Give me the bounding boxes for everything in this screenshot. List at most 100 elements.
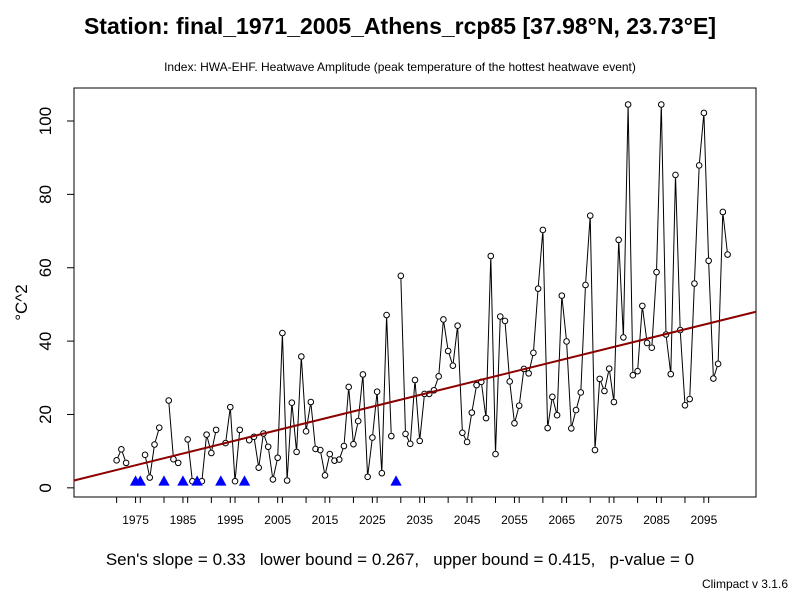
data-point-gap <box>714 360 722 368</box>
data-point <box>359 371 367 378</box>
data-point-gap <box>397 272 405 280</box>
trend-statistics: Sen's slope = 0.33 lower bound = 0.267, … <box>105 550 695 569</box>
data-point-gap <box>184 436 191 443</box>
data-point-gap <box>496 313 504 320</box>
x-tick-label: 2005 <box>264 513 291 527</box>
data-point <box>700 109 708 117</box>
data-point <box>691 280 698 287</box>
series-line <box>201 429 217 482</box>
data-point <box>511 419 518 427</box>
data-point <box>212 426 220 434</box>
data-point-gap <box>146 474 154 481</box>
data-point-gap <box>212 426 220 434</box>
data-point-gap <box>620 334 627 341</box>
data-point-gap <box>601 387 608 395</box>
data-point <box>534 285 542 292</box>
data-point-gap <box>151 441 158 448</box>
data-point-gap <box>468 409 476 416</box>
data-point-gap <box>681 401 689 409</box>
data-point <box>155 424 163 431</box>
software-credit: Climpact v 3.1.6 <box>701 577 788 591</box>
data-point <box>454 322 461 329</box>
data-point-gap <box>378 469 386 477</box>
data-point-gap <box>226 403 234 411</box>
data-point <box>657 101 665 108</box>
data-point-gap <box>435 373 442 380</box>
data-point <box>373 388 381 396</box>
data-point <box>506 378 514 385</box>
data-point-gap <box>591 446 599 454</box>
data-point <box>596 375 604 383</box>
data-point <box>364 473 371 481</box>
data-point <box>255 464 263 471</box>
data-point-gap <box>459 429 466 437</box>
missing-year-marker <box>191 475 203 486</box>
data-point-gap <box>672 171 679 179</box>
data-point <box>298 353 305 360</box>
data-point-gap <box>539 226 547 234</box>
data-point <box>563 338 570 345</box>
x-tick-label: 1995 <box>217 513 244 527</box>
data-point <box>705 257 712 265</box>
data-point <box>539 226 547 234</box>
data-point-gap <box>719 208 727 216</box>
data-point-gap <box>264 443 272 451</box>
data-point <box>591 446 599 454</box>
x-tick-label: 2025 <box>359 513 386 527</box>
data-point-gap <box>686 395 693 403</box>
data-point-gap <box>700 109 708 117</box>
data-point-gap <box>274 454 281 462</box>
data-point-gap <box>402 430 409 438</box>
data-point-gap <box>582 281 589 289</box>
data-point <box>648 344 656 352</box>
x-tick-label: 2055 <box>501 513 528 527</box>
data-point <box>321 472 329 479</box>
data-point-gap <box>695 162 703 169</box>
chart-subtitle: Index: HWA-EHF. Heatwave Amplitude (peak… <box>164 60 636 74</box>
data-point <box>151 441 158 448</box>
data-point-gap <box>345 383 352 391</box>
data-point-gap <box>634 367 641 375</box>
data-point <box>482 414 490 422</box>
data-point <box>487 252 495 260</box>
data-point <box>354 417 362 425</box>
data-point-gap <box>406 440 414 448</box>
data-point-gap <box>373 388 381 396</box>
missing-year-marker <box>158 475 170 486</box>
data-point <box>586 212 594 219</box>
missing-year-marker <box>390 475 402 486</box>
data-point <box>293 448 300 456</box>
data-point-gap <box>359 371 367 378</box>
data-point <box>369 434 376 441</box>
data-point-gap <box>236 426 244 434</box>
data-point-gap <box>691 280 698 287</box>
data-point <box>582 281 589 289</box>
data-point-gap <box>444 347 452 355</box>
data-point <box>345 383 352 391</box>
data-point-gap <box>648 344 656 352</box>
data-point-gap <box>586 212 594 219</box>
data-point <box>279 329 286 337</box>
missing-year-marker <box>134 475 146 486</box>
data-point <box>331 457 338 464</box>
x-tick-label: 2085 <box>643 513 670 527</box>
data-point <box>572 406 580 414</box>
y-tick-label: 0 <box>36 483 55 492</box>
data-point <box>724 251 731 258</box>
data-point-gap <box>155 424 163 431</box>
data-point <box>567 425 575 432</box>
x-tick-label: 2045 <box>454 513 481 527</box>
data-point <box>302 428 310 435</box>
data-point <box>326 450 334 458</box>
data-point <box>118 446 125 453</box>
data-point <box>274 454 281 462</box>
data-point-gap <box>487 252 495 260</box>
data-point <box>397 272 405 280</box>
data-point <box>653 268 660 276</box>
data-point <box>463 438 471 446</box>
data-point-gap <box>657 101 665 108</box>
data-point <box>416 437 424 445</box>
data-point <box>203 431 210 438</box>
data-point-gap <box>440 316 447 323</box>
